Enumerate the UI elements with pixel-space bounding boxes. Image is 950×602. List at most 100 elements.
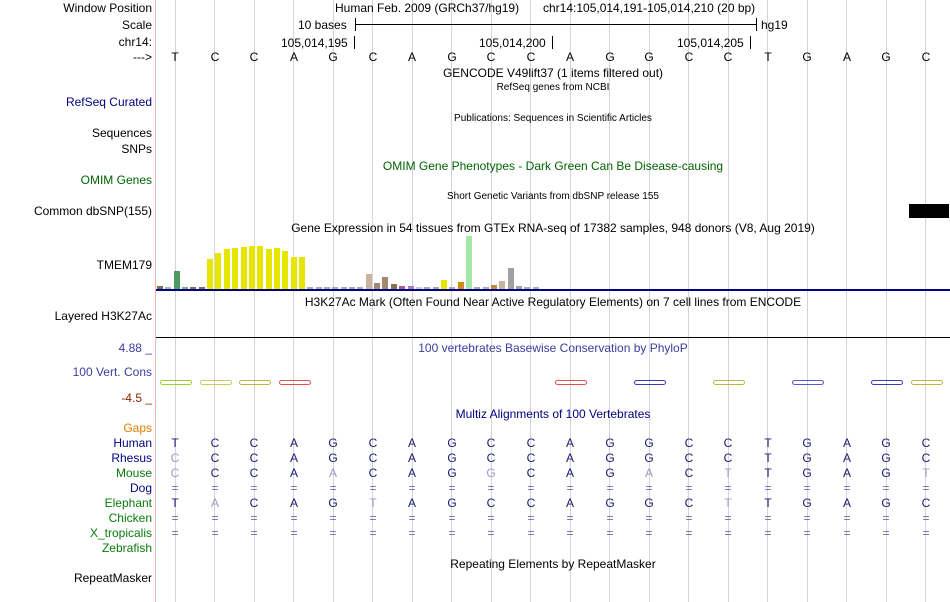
label-repeatmasker[interactable]: RepeatMasker — [73, 571, 152, 585]
phylop-mark[interactable] — [792, 380, 824, 385]
gtex-bar[interactable] — [441, 280, 447, 289]
phylop-mark[interactable] — [911, 380, 943, 385]
label-cons[interactable]: 100 Vert. Cons — [72, 365, 152, 379]
gtex-bar[interactable] — [215, 253, 221, 289]
gridline — [807, 0, 808, 602]
gtex-bar[interactable] — [299, 257, 305, 289]
phylop-mark[interactable] — [713, 380, 745, 385]
gtex-bar[interactable] — [332, 287, 338, 289]
gridline — [372, 0, 373, 602]
gtex-bar[interactable] — [190, 287, 196, 289]
gtex-bar[interactable] — [357, 287, 363, 289]
gtex-bar[interactable] — [341, 287, 347, 289]
gtex-bar[interactable] — [282, 251, 288, 289]
gtex-bar[interactable] — [416, 287, 422, 289]
track-title-omim[interactable]: OMIM Gene Phenotypes - Dark Green Can Be… — [382, 159, 724, 173]
gtex-bar[interactable] — [458, 282, 464, 289]
phylop-mark[interactable] — [634, 380, 666, 385]
gtex-bar[interactable] — [433, 287, 439, 289]
gtex-bar[interactable] — [499, 281, 505, 289]
phylop-mark[interactable] — [200, 380, 232, 385]
gtex-bar[interactable] — [491, 285, 497, 289]
species-label[interactable]: Zebrafish — [101, 541, 152, 555]
gtex-bar[interactable] — [524, 287, 530, 289]
gtex-bar[interactable] — [274, 248, 280, 289]
track-title-publications[interactable]: Publications: Sequences in Scientific Ar… — [454, 113, 652, 124]
gtex-bar[interactable] — [316, 287, 322, 289]
label-gaps[interactable]: Gaps — [123, 421, 152, 435]
gtex-bar[interactable] — [466, 236, 472, 289]
label-snps[interactable]: SNPs — [121, 142, 152, 156]
alignment-base: T — [171, 496, 179, 510]
track-title-h3k27ac[interactable]: H3K27Ac Mark (Often Found Near Active Re… — [304, 295, 802, 309]
phylop-mark[interactable] — [279, 380, 311, 385]
track-title-phylop[interactable]: 100 vertebrates Basewise Conservation by… — [418, 341, 688, 355]
track-title-gtex[interactable]: Gene Expression in 54 tissues from GTEx … — [291, 221, 815, 235]
gtex-bar[interactable] — [374, 283, 380, 289]
alignment-base: A — [565, 496, 574, 510]
track-title-gencode[interactable]: GENCODE V49lift37 (1 items filtered out) — [442, 66, 664, 80]
gtex-bar[interactable] — [174, 271, 180, 289]
alignment-base: = — [527, 511, 535, 525]
label-gene[interactable]: TMEM179 — [96, 258, 152, 272]
track-title-repeat[interactable]: Repeating Elements by RepeatMasker — [450, 557, 656, 571]
gtex-bar[interactable] — [157, 286, 163, 289]
gtex-bar[interactable] — [474, 287, 480, 289]
gtex-bar[interactable] — [408, 286, 414, 289]
species-label[interactable]: Elephant — [104, 496, 152, 510]
gtex-bar[interactable] — [533, 287, 539, 289]
species-label[interactable]: Mouse — [115, 466, 152, 480]
label-omim[interactable]: OMIM Genes — [80, 173, 152, 187]
alignment-base: T — [724, 496, 732, 510]
ref-base: C — [723, 50, 733, 64]
alignment-base: C — [170, 466, 180, 480]
phylop-mark[interactable] — [555, 380, 587, 385]
species-label[interactable]: Rhesus — [111, 451, 152, 465]
scale-text: 10 bases — [298, 18, 347, 32]
coord-label-1: 105,014,195 — [281, 36, 348, 50]
gtex-bar[interactable] — [382, 277, 388, 289]
gtex-bar[interactable] — [307, 287, 313, 289]
label-h3k27ac[interactable]: Layered H3K27Ac — [54, 309, 152, 323]
track-title-dbsnp[interactable]: Short Genetic Variants from dbSNP releas… — [447, 191, 659, 202]
species-label[interactable]: X_tropicalis — [89, 526, 152, 540]
track-title-multiz[interactable]: Multiz Alignments of 100 Vertebrates — [455, 407, 651, 421]
gtex-bar[interactable] — [165, 287, 171, 289]
coord-tick-3 — [750, 36, 751, 49]
gtex-bar[interactable] — [508, 268, 514, 289]
gtex-bar[interactable] — [399, 286, 405, 289]
alignment-base: = — [685, 511, 693, 525]
gtex-bar[interactable] — [291, 257, 297, 289]
gtex-bar[interactable] — [232, 248, 238, 289]
gtex-bar[interactable] — [249, 246, 255, 289]
gtex-bar[interactable] — [483, 287, 489, 289]
gtex-bar[interactable] — [257, 246, 263, 289]
species-label[interactable]: Chicken — [108, 511, 152, 525]
label-dbsnp[interactable]: Common dbSNP(155) — [33, 204, 152, 218]
gtex-bar[interactable] — [366, 274, 372, 289]
species-label[interactable]: Dog — [129, 481, 152, 495]
phylop-mark[interactable] — [239, 380, 271, 385]
phylop-mark[interactable] — [160, 380, 192, 385]
gtex-bar[interactable] — [391, 284, 397, 289]
gtex-bar[interactable] — [207, 259, 213, 289]
gtex-bar[interactable] — [324, 287, 330, 289]
phylop-mark[interactable] — [871, 380, 903, 385]
gtex-bar[interactable] — [182, 287, 188, 289]
label-strand[interactable]: ---> — [133, 50, 152, 64]
gtex-bar[interactable] — [349, 287, 355, 289]
gtex-bar[interactable] — [424, 287, 430, 289]
gtex-bar[interactable] — [516, 286, 522, 289]
gtex-bar[interactable] — [266, 249, 272, 289]
label-refseq[interactable]: RefSeq Curated — [65, 95, 152, 109]
gtex-bar[interactable] — [224, 249, 230, 289]
gtex-bar[interactable] — [449, 287, 455, 289]
species-label[interactable]: Human — [113, 436, 152, 450]
label-sequences[interactable]: Sequences — [91, 126, 152, 140]
alignment-base: = — [487, 511, 495, 525]
track-title-refseq[interactable]: RefSeq genes from NCBI — [496, 82, 610, 93]
gtex-bar[interactable] — [241, 247, 247, 289]
dbsnp-feature[interactable] — [909, 204, 949, 218]
gtex-bar[interactable] — [199, 287, 205, 289]
alignment-base: = — [329, 526, 337, 540]
